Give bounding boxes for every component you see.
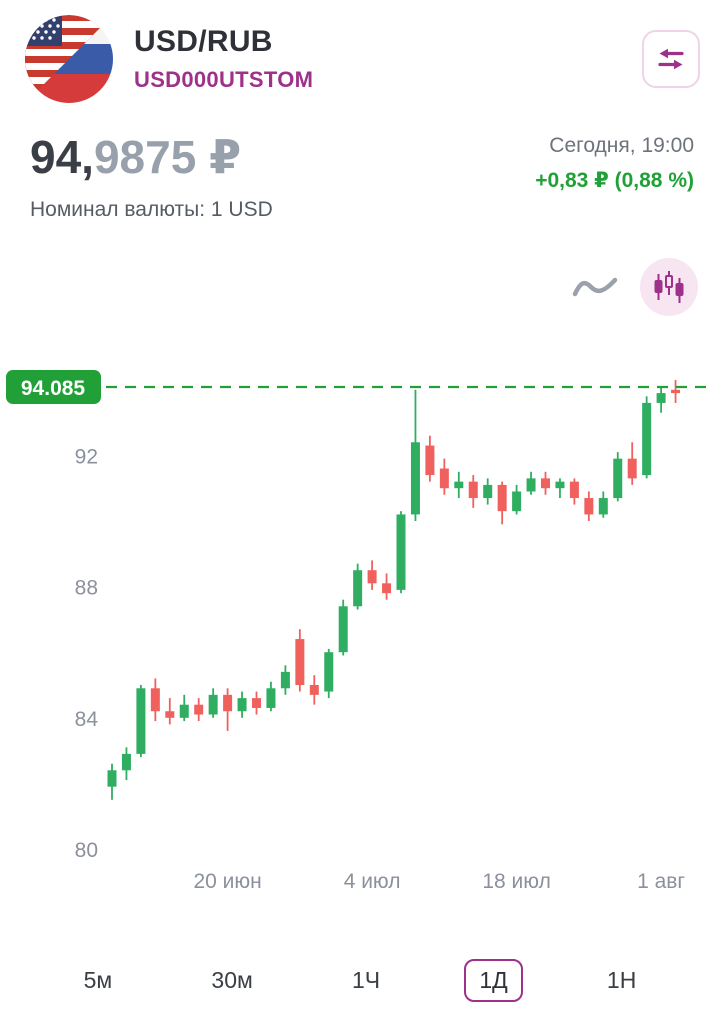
price-integer: 94, (30, 131, 94, 183)
candlestick-chart-icon (654, 271, 684, 303)
page-title: USD/RUB (134, 25, 273, 58)
svg-text:92: 92 (75, 445, 98, 468)
swap-currency-button[interactable] (642, 30, 700, 88)
chart-type-controls (0, 258, 720, 316)
nominal-label: Номинал валюты: 1 USD (30, 198, 273, 221)
svg-text:18 июл: 18 июл (482, 870, 550, 893)
svg-text:20 июн: 20 июн (193, 870, 261, 893)
price-change: +0,83 ₽ (0,88 %) (535, 169, 694, 192)
current-price: 94,9875 ₽ (30, 130, 273, 184)
svg-text:1 авг: 1 авг (637, 870, 685, 893)
candlestick-chart-toggle[interactable] (640, 258, 698, 316)
usd-rub-flags-avatar (25, 15, 113, 103)
ticker-code: USD000UTSTOM (134, 67, 314, 92)
swap-arrows-icon (658, 48, 684, 70)
timeframe-1h[interactable]: 1Ч (352, 967, 381, 993)
timeframe-5m[interactable]: 5м (83, 967, 113, 993)
timeframe-bar: 5м 30м 1Ч 1Д 1Н (0, 959, 720, 1002)
timeframe-1w[interactable]: 1Н (606, 967, 637, 993)
candlestick-chart[interactable]: 92 88 84 80 20 июн 4 июл 18 июл 1 авг 94.085 (0, 326, 720, 902)
svg-text:84: 84 (75, 708, 99, 731)
line-chart-icon (572, 277, 618, 297)
change-block: Сегодня, 19:00 +0,83 ₽ (0,88 %) (535, 134, 694, 222)
line-chart-toggle[interactable] (572, 272, 618, 302)
timeframe-1d[interactable]: 1Д (464, 959, 523, 1002)
price-fraction: 9875 ₽ (93, 131, 242, 183)
svg-text:4 июл: 4 июл (344, 870, 401, 893)
price-chart[interactable]: 92 88 84 80 20 июн 4 июл 18 июл 1 авг 94.085 (0, 326, 720, 907)
svg-text:80: 80 (75, 839, 98, 862)
svg-text:88: 88 (75, 577, 98, 600)
price-block: 94,9875 ₽ Номинал валюты: 1 USD (30, 130, 273, 222)
quote-timestamp: Сегодня, 19:00 (549, 134, 694, 157)
header: USD/RUB USD000UTSTOM (0, 0, 720, 104)
svg-text:94.085: 94.085 (21, 377, 86, 400)
timeframe-30m[interactable]: 30м (211, 967, 253, 993)
quote-block: 94,9875 ₽ Номинал валюты: 1 USD Сегодня,… (0, 130, 720, 222)
